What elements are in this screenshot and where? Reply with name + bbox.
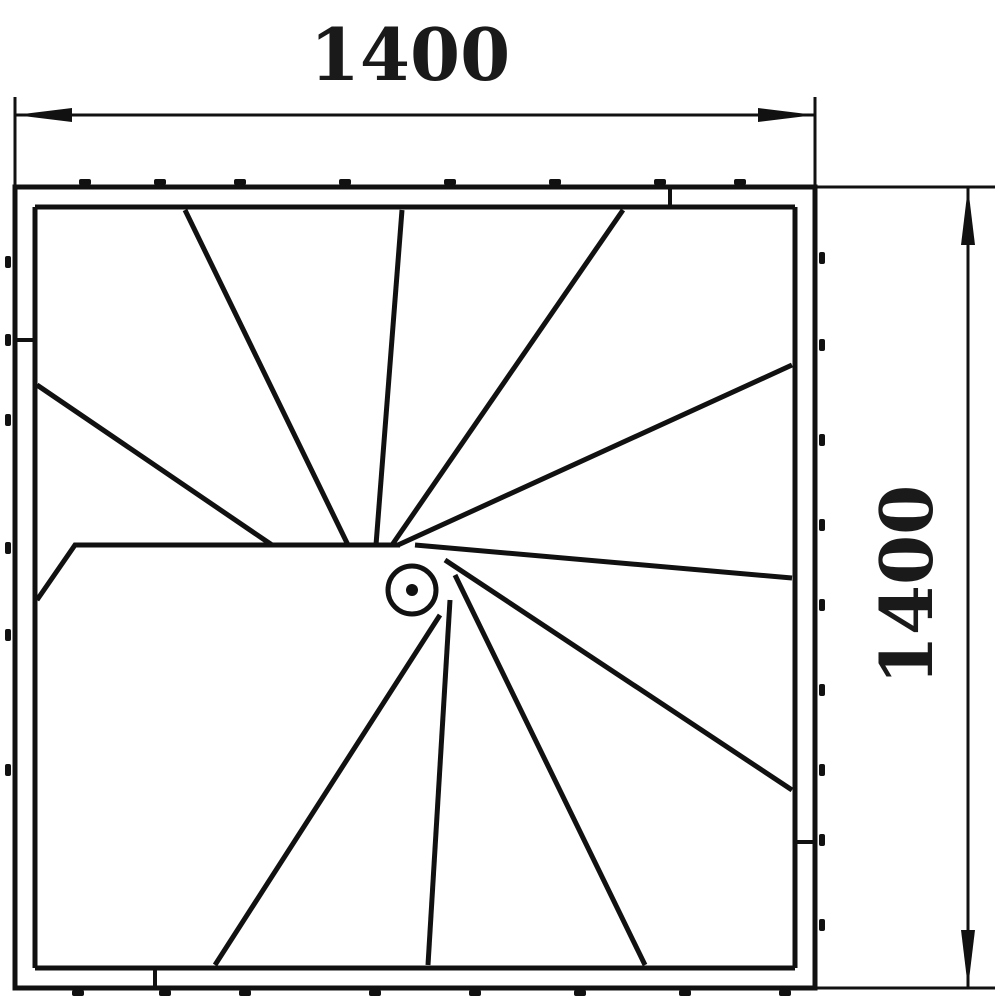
top-arrow-right bbox=[758, 108, 815, 122]
baluster-mark bbox=[819, 684, 825, 696]
right-arrow-top bbox=[961, 187, 975, 245]
baluster-mark bbox=[239, 990, 251, 996]
centre-post bbox=[385, 563, 439, 617]
baluster-mark bbox=[159, 990, 171, 996]
baluster-mark bbox=[819, 252, 825, 264]
baluster-mark bbox=[72, 990, 84, 996]
baluster-mark bbox=[5, 764, 11, 776]
tread-line bbox=[396, 362, 794, 548]
baluster-mark bbox=[444, 179, 456, 185]
landing-edge bbox=[34, 542, 400, 602]
centre-post-ring bbox=[385, 563, 439, 617]
right-dimension: 1400 bbox=[815, 185, 995, 990]
baluster-mark bbox=[819, 339, 825, 351]
tread-line bbox=[182, 208, 351, 547]
width-dimension-label: 1400 bbox=[310, 12, 510, 97]
baluster-mark bbox=[819, 764, 825, 776]
tread-line bbox=[452, 573, 648, 967]
baluster-mark bbox=[819, 919, 825, 931]
centre-post-core bbox=[406, 584, 418, 596]
baluster-mark bbox=[819, 834, 825, 846]
stair-treads bbox=[35, 208, 794, 967]
baluster-mark bbox=[734, 179, 746, 185]
tread-line bbox=[425, 599, 453, 966]
baluster-mark bbox=[5, 334, 11, 346]
top-dimension: 1400 bbox=[13, 12, 817, 188]
baluster-mark bbox=[549, 179, 561, 185]
baluster-mark bbox=[819, 599, 825, 611]
tread-line bbox=[35, 382, 274, 548]
tread-line bbox=[212, 613, 443, 967]
baluster-mark bbox=[819, 519, 825, 531]
top-arrow-left bbox=[15, 108, 72, 122]
right-arrow-bottom bbox=[961, 930, 975, 988]
tread-line bbox=[389, 208, 626, 547]
height-dimension-label: 1400 bbox=[864, 485, 949, 685]
frame-outer bbox=[12, 184, 818, 991]
baluster-mark bbox=[369, 990, 381, 996]
tread-line bbox=[414, 542, 793, 581]
baluster-mark bbox=[79, 179, 91, 185]
baluster-mark bbox=[5, 256, 11, 268]
baluster-mark bbox=[819, 434, 825, 446]
stair-frame bbox=[12, 184, 818, 991]
baluster-mark bbox=[574, 990, 586, 996]
baluster-mark bbox=[154, 179, 166, 185]
baluster-mark bbox=[5, 629, 11, 641]
baluster-mark bbox=[5, 414, 11, 426]
tread-line bbox=[373, 209, 405, 546]
baluster-mark bbox=[654, 179, 666, 185]
balusters bbox=[5, 179, 825, 996]
baluster-mark bbox=[469, 990, 481, 996]
landing bbox=[34, 542, 400, 602]
baluster-mark bbox=[234, 179, 246, 185]
baluster-mark bbox=[5, 542, 11, 554]
baluster-mark bbox=[679, 990, 691, 996]
tread-line bbox=[443, 557, 794, 793]
baluster-mark bbox=[779, 990, 791, 996]
baluster-mark bbox=[339, 179, 351, 185]
